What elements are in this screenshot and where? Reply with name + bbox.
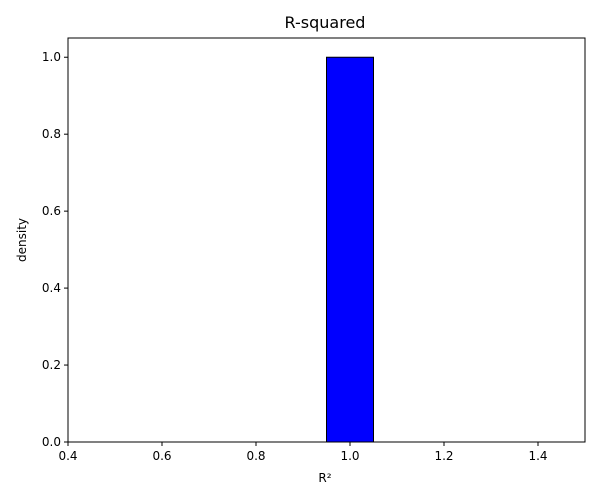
x-tick-label: 1.0 xyxy=(340,449,359,463)
y-tick-label: 0.6 xyxy=(42,204,61,218)
x-tick-label: 0.4 xyxy=(58,449,77,463)
x-tick-label: 1.4 xyxy=(528,449,547,463)
y-tick-label: 0.0 xyxy=(42,435,61,449)
bars-layer xyxy=(326,56,374,443)
histogram-bar-5 xyxy=(326,56,374,443)
y-axis-ticks: 0.0 0.2 0.4 0.6 0.8 1.0 xyxy=(42,50,68,449)
y-tick-label: 0.4 xyxy=(42,281,61,295)
y-axis-label: density xyxy=(15,218,29,262)
x-tick-label: 0.8 xyxy=(246,449,265,463)
chart-title: R-squared xyxy=(285,13,366,32)
x-tick-label: 1.2 xyxy=(434,449,453,463)
x-tick-label: 0.6 xyxy=(152,449,171,463)
x-axis-label: R² xyxy=(318,471,331,485)
y-tick-label: 0.2 xyxy=(42,358,61,372)
y-tick-label: 0.8 xyxy=(42,127,61,141)
y-tick-label: 1.0 xyxy=(42,50,61,64)
x-axis-ticks: 0.4 0.6 0.8 1.0 1.2 1.4 xyxy=(58,442,548,463)
plot-frame xyxy=(67,37,586,443)
